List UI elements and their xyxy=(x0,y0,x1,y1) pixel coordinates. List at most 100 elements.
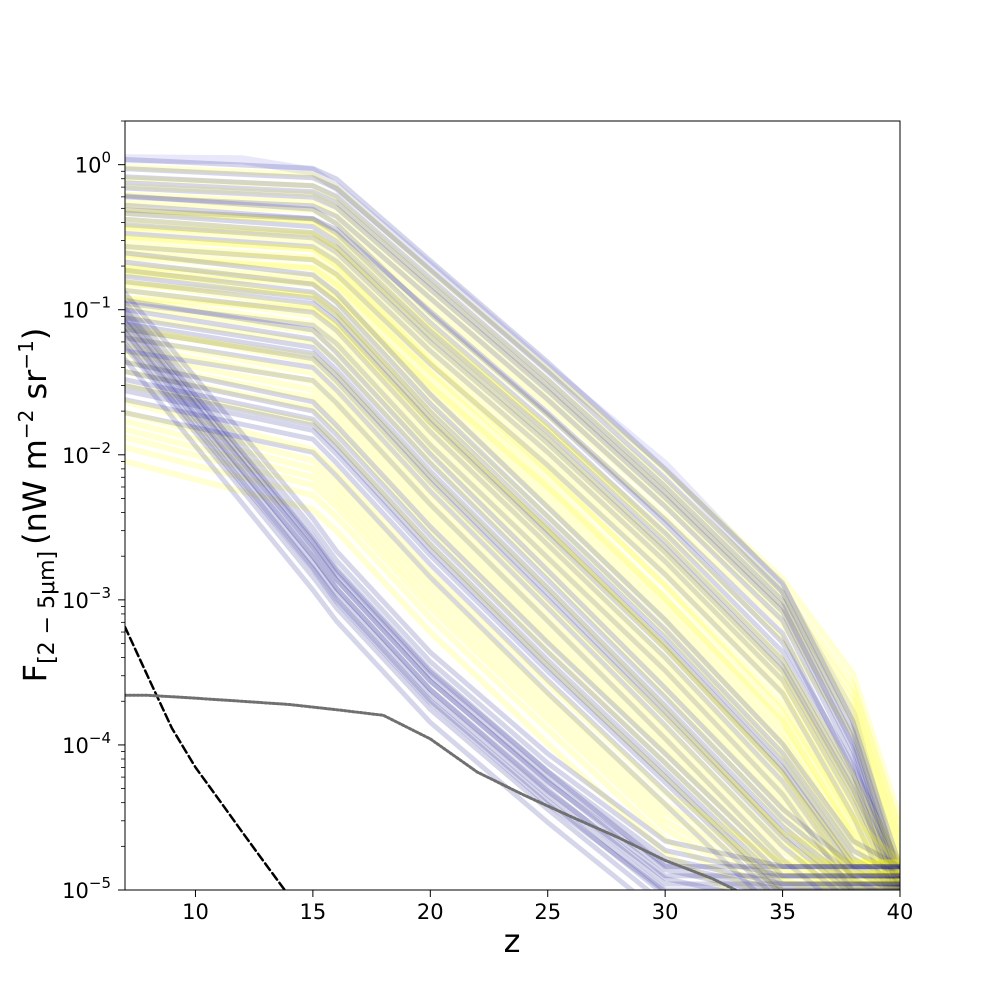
series-line-12-1 xyxy=(125,327,730,890)
series-line-6-2 xyxy=(125,279,896,890)
series-line-13-3 xyxy=(125,329,900,890)
y-label-exp-2: −1 xyxy=(14,340,38,369)
series-line-7-2 xyxy=(125,303,851,890)
y-tick-label-exp-5: 0 xyxy=(101,149,111,167)
series-line-4-5 xyxy=(125,216,900,877)
y-label-units: (nW m xyxy=(16,439,54,545)
series-line-8-5 xyxy=(125,307,900,879)
series-line-9-3 xyxy=(125,350,900,890)
series-line-2-1 xyxy=(125,194,899,890)
series-line-14-0 xyxy=(125,625,286,890)
series-line-13-2 xyxy=(125,335,663,890)
series-line-13-4 xyxy=(125,323,900,887)
y-tick-label-2: 10−3 xyxy=(62,584,111,613)
series-line-4-4 xyxy=(125,225,900,885)
series-line-13-1 xyxy=(125,343,652,890)
series-line-11-6 xyxy=(125,398,900,866)
y-tick-label-base-3: 10 xyxy=(62,444,89,468)
x-tick-label-6: 40 xyxy=(887,900,914,924)
x-axis: 10 15 20 25 30 35 40 xyxy=(182,890,913,924)
y-tick-label-exp-2: −3 xyxy=(89,584,111,602)
series-line-1-0 xyxy=(125,224,900,882)
series-line-12-3 xyxy=(125,313,900,890)
series-line-11-5 xyxy=(125,409,900,877)
series-line-13-6 xyxy=(125,306,900,870)
series-line-1-4 xyxy=(125,183,900,842)
x-axis-label: z xyxy=(504,922,521,960)
series-line-4-2 xyxy=(125,241,900,890)
series-line-10-0 xyxy=(125,410,759,890)
series-line-12-0 xyxy=(125,341,670,890)
plot-frame xyxy=(124,120,901,891)
series-line-5-4 xyxy=(125,254,900,885)
series-line-3-6 xyxy=(125,193,900,870)
series-line-2-2 xyxy=(125,185,900,890)
y-axis-label: F[2 − 5μm] (nW m−2 sr−1) xyxy=(14,328,60,683)
series-line-12-2 xyxy=(125,319,771,890)
series-line-6-1 xyxy=(125,287,880,890)
x-tick-label-3: 25 xyxy=(534,900,561,924)
y-tick-label-base-4: 10 xyxy=(62,299,89,323)
series-line-8-4 xyxy=(125,315,900,887)
series-line-1-1 xyxy=(125,209,900,868)
series-line-1-3 xyxy=(125,191,900,850)
series-line-9-1 xyxy=(125,368,818,890)
series-line-7-1 xyxy=(125,313,843,890)
series-line-6-5 xyxy=(125,259,900,879)
series-line-5-2 xyxy=(125,271,896,890)
series-line-13-5 xyxy=(125,315,900,879)
series-line-15-0 xyxy=(125,693,738,890)
y-label-units-mid: sr xyxy=(16,369,54,410)
series-line-9-6 xyxy=(125,322,900,866)
series-line-7-4 xyxy=(125,287,900,885)
series-line-10-5 xyxy=(125,369,900,879)
series-line-2-4 xyxy=(125,174,900,887)
series-line-11-0 xyxy=(125,458,734,890)
series-line-8-0 xyxy=(125,348,824,890)
y-tick-label-base-1: 10 xyxy=(62,734,89,758)
x-tick-label-2: 20 xyxy=(417,900,444,924)
y-label-symbol: F xyxy=(16,664,54,682)
y-label-subscript: [2 − 5μm] xyxy=(35,551,60,664)
series-line-10-4 xyxy=(125,377,900,887)
series-line-5-6 xyxy=(125,235,900,866)
series-line-4-3 xyxy=(125,233,900,890)
series-line-7-0 xyxy=(125,327,831,890)
series-line-6-0 xyxy=(125,300,856,890)
y-tick-label-exp-3: −2 xyxy=(89,439,111,457)
y-tick-label-5: 100 xyxy=(75,149,111,178)
series-line-7-3 xyxy=(125,295,900,890)
series-line-8-3 xyxy=(125,321,900,890)
series-line-5-3 xyxy=(125,263,900,890)
series-line-7-5 xyxy=(125,278,900,877)
series-layer xyxy=(125,154,900,890)
series-line-8-1 xyxy=(125,335,840,890)
series-line-5-1 xyxy=(125,281,885,890)
series-line-2-3 xyxy=(125,180,900,890)
series-line-1-6 xyxy=(125,164,900,822)
x-tick-label-5: 35 xyxy=(769,900,796,924)
series-line-8-6 xyxy=(125,297,900,870)
series-line-4-6 xyxy=(125,205,900,866)
series-line-6-4 xyxy=(125,267,900,887)
y-label-exp-1: −2 xyxy=(14,410,38,439)
series-line-3-5 xyxy=(125,202,900,879)
series-line-11-2 xyxy=(125,434,775,890)
y-label-units-end: ) xyxy=(16,328,54,340)
series-line-12-4 xyxy=(125,307,900,887)
series-line-9-2 xyxy=(125,358,842,890)
y-tick-label-4: 10−1 xyxy=(62,294,111,323)
series-line-3-1 xyxy=(125,230,897,890)
x-tick-label-0: 10 xyxy=(182,900,209,924)
series-line-2-0 xyxy=(125,207,894,890)
series-line-9-5 xyxy=(125,333,900,877)
series-line-9-4 xyxy=(125,342,900,885)
series-line-10-6 xyxy=(125,359,900,870)
series-line-7-6 xyxy=(125,267,900,866)
series-line-11-3 xyxy=(125,426,900,890)
series-line-10-3 xyxy=(125,383,900,890)
series-line-11-4 xyxy=(125,418,900,885)
y-tick-label-3: 10−2 xyxy=(62,439,111,468)
